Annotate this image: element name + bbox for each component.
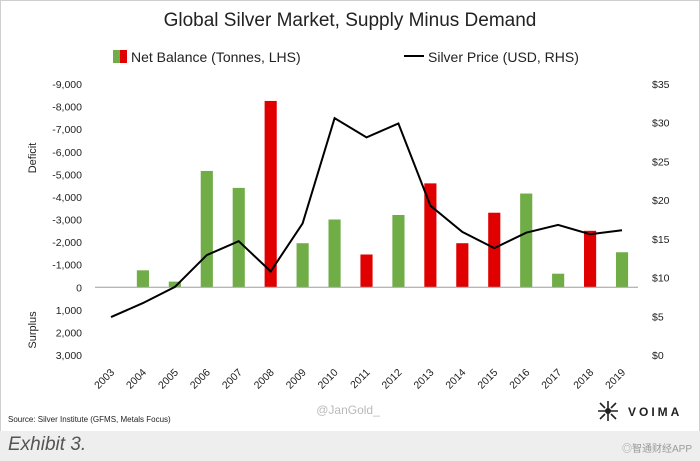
- brand-name: VOIMA: [628, 405, 682, 419]
- left-tick-label: -2,000: [52, 237, 82, 249]
- bar-2005: [168, 281, 181, 288]
- bars: [136, 100, 629, 288]
- x-tick-label: 2009: [284, 367, 309, 392]
- left-tick-label: 2,000: [56, 327, 82, 339]
- x-tick-label: 2010: [316, 367, 341, 392]
- bar-2018: [584, 230, 597, 288]
- voima-emblem-icon: [598, 401, 618, 421]
- left-tick-label: -5,000: [52, 169, 82, 181]
- legend-line-label: Silver Price (USD, RHS): [428, 49, 579, 65]
- left-tick-label: -6,000: [52, 147, 82, 159]
- x-tick-label: 2013: [412, 367, 437, 392]
- legend: Net Balance (Tonnes, LHS) Silver Price (…: [113, 49, 579, 65]
- right-tick-label: $15: [652, 234, 670, 246]
- left-axis-label-surplus: Surplus: [27, 311, 39, 349]
- bar-2013: [424, 183, 437, 288]
- x-tick-label: 2017: [539, 367, 564, 392]
- bar-2009: [296, 243, 309, 288]
- left-tick-label: 0: [76, 282, 82, 294]
- x-tick-label: 2004: [124, 367, 149, 392]
- source-note: Source: Silver Institute (GFMS, Metals F…: [8, 415, 171, 424]
- left-tick-label: -3,000: [52, 215, 82, 227]
- bar-2016: [520, 193, 533, 288]
- silver-price-line: [110, 116, 623, 319]
- x-tick-label: 2016: [507, 367, 532, 392]
- bar-2011: [360, 254, 373, 288]
- left-axis-label-deficit: Deficit: [27, 143, 39, 174]
- bar-2004: [136, 270, 149, 288]
- watermark-handle: @JanGold_: [316, 403, 380, 417]
- right-tick-label: $0: [652, 350, 664, 362]
- chart-title: Global Silver Market, Supply Minus Deman…: [164, 10, 537, 31]
- left-tick-label: -4,000: [52, 192, 82, 204]
- right-tick-label: $10: [652, 273, 670, 285]
- chart-frame: [0, 0, 700, 432]
- x-tick-label: 2008: [252, 367, 277, 392]
- left-axis-ticks: -9,000 -8,000 -7,000 -6,000 -5,000 -4,000 -3,0…: [52, 79, 82, 362]
- bar-2015: [488, 212, 501, 288]
- exhibit-caption: Exhibit 3.: [8, 434, 87, 455]
- right-axis-ticks: $35 $30 $25 $20 $15 $10 $5 $0: [652, 79, 670, 362]
- right-tick-label: $20: [652, 195, 670, 207]
- bar-2012: [392, 214, 405, 288]
- left-tick-label: -7,000: [52, 124, 82, 136]
- left-tick-label: 1,000: [56, 305, 82, 317]
- bar-2010: [328, 219, 341, 288]
- left-tick-label: -9,000: [52, 79, 82, 91]
- chart-svg: Global Silver Market, Supply Minus Deman…: [8, 10, 682, 424]
- legend-swatch-red: [120, 50, 127, 63]
- x-axis-ticks: 2003 2004 2005 2006 2007 2008 2009 2010 2011 2012…: [92, 367, 628, 392]
- x-tick-label: 2014: [443, 367, 468, 392]
- x-tick-label: 2012: [380, 367, 405, 392]
- x-tick-label: 2015: [475, 367, 500, 392]
- footer-bar: [0, 431, 700, 461]
- x-tick-label: 2018: [571, 367, 596, 392]
- bar-2019: [615, 252, 629, 288]
- right-tick-label: $35: [652, 79, 670, 91]
- bar-2017: [552, 273, 565, 288]
- voima-logo: VOIMA: [598, 401, 682, 421]
- bar-2006: [200, 170, 213, 288]
- right-tick-label: $25: [652, 156, 670, 168]
- left-tick-label: -8,000: [52, 102, 82, 114]
- x-tick-label: 2007: [220, 367, 245, 392]
- legend-swatch-green: [113, 50, 120, 63]
- x-tick-label: 2005: [156, 367, 181, 392]
- left-tick-label: 3,000: [56, 350, 82, 362]
- bar-2008: [264, 100, 277, 288]
- left-tick-label: -1,000: [52, 260, 82, 272]
- bar-2014: [456, 243, 469, 288]
- bar-2007: [232, 187, 245, 288]
- x-tick-label: 2019: [603, 367, 628, 392]
- x-tick-label: 2003: [92, 367, 117, 392]
- right-tick-label: $30: [652, 118, 670, 130]
- x-tick-label: 2011: [348, 367, 373, 392]
- app-watermark: ◎智通财经APP: [621, 444, 692, 455]
- legend-bar-label: Net Balance (Tonnes, LHS): [131, 49, 301, 65]
- x-tick-label: 2006: [188, 367, 213, 392]
- right-tick-label: $5: [652, 311, 664, 323]
